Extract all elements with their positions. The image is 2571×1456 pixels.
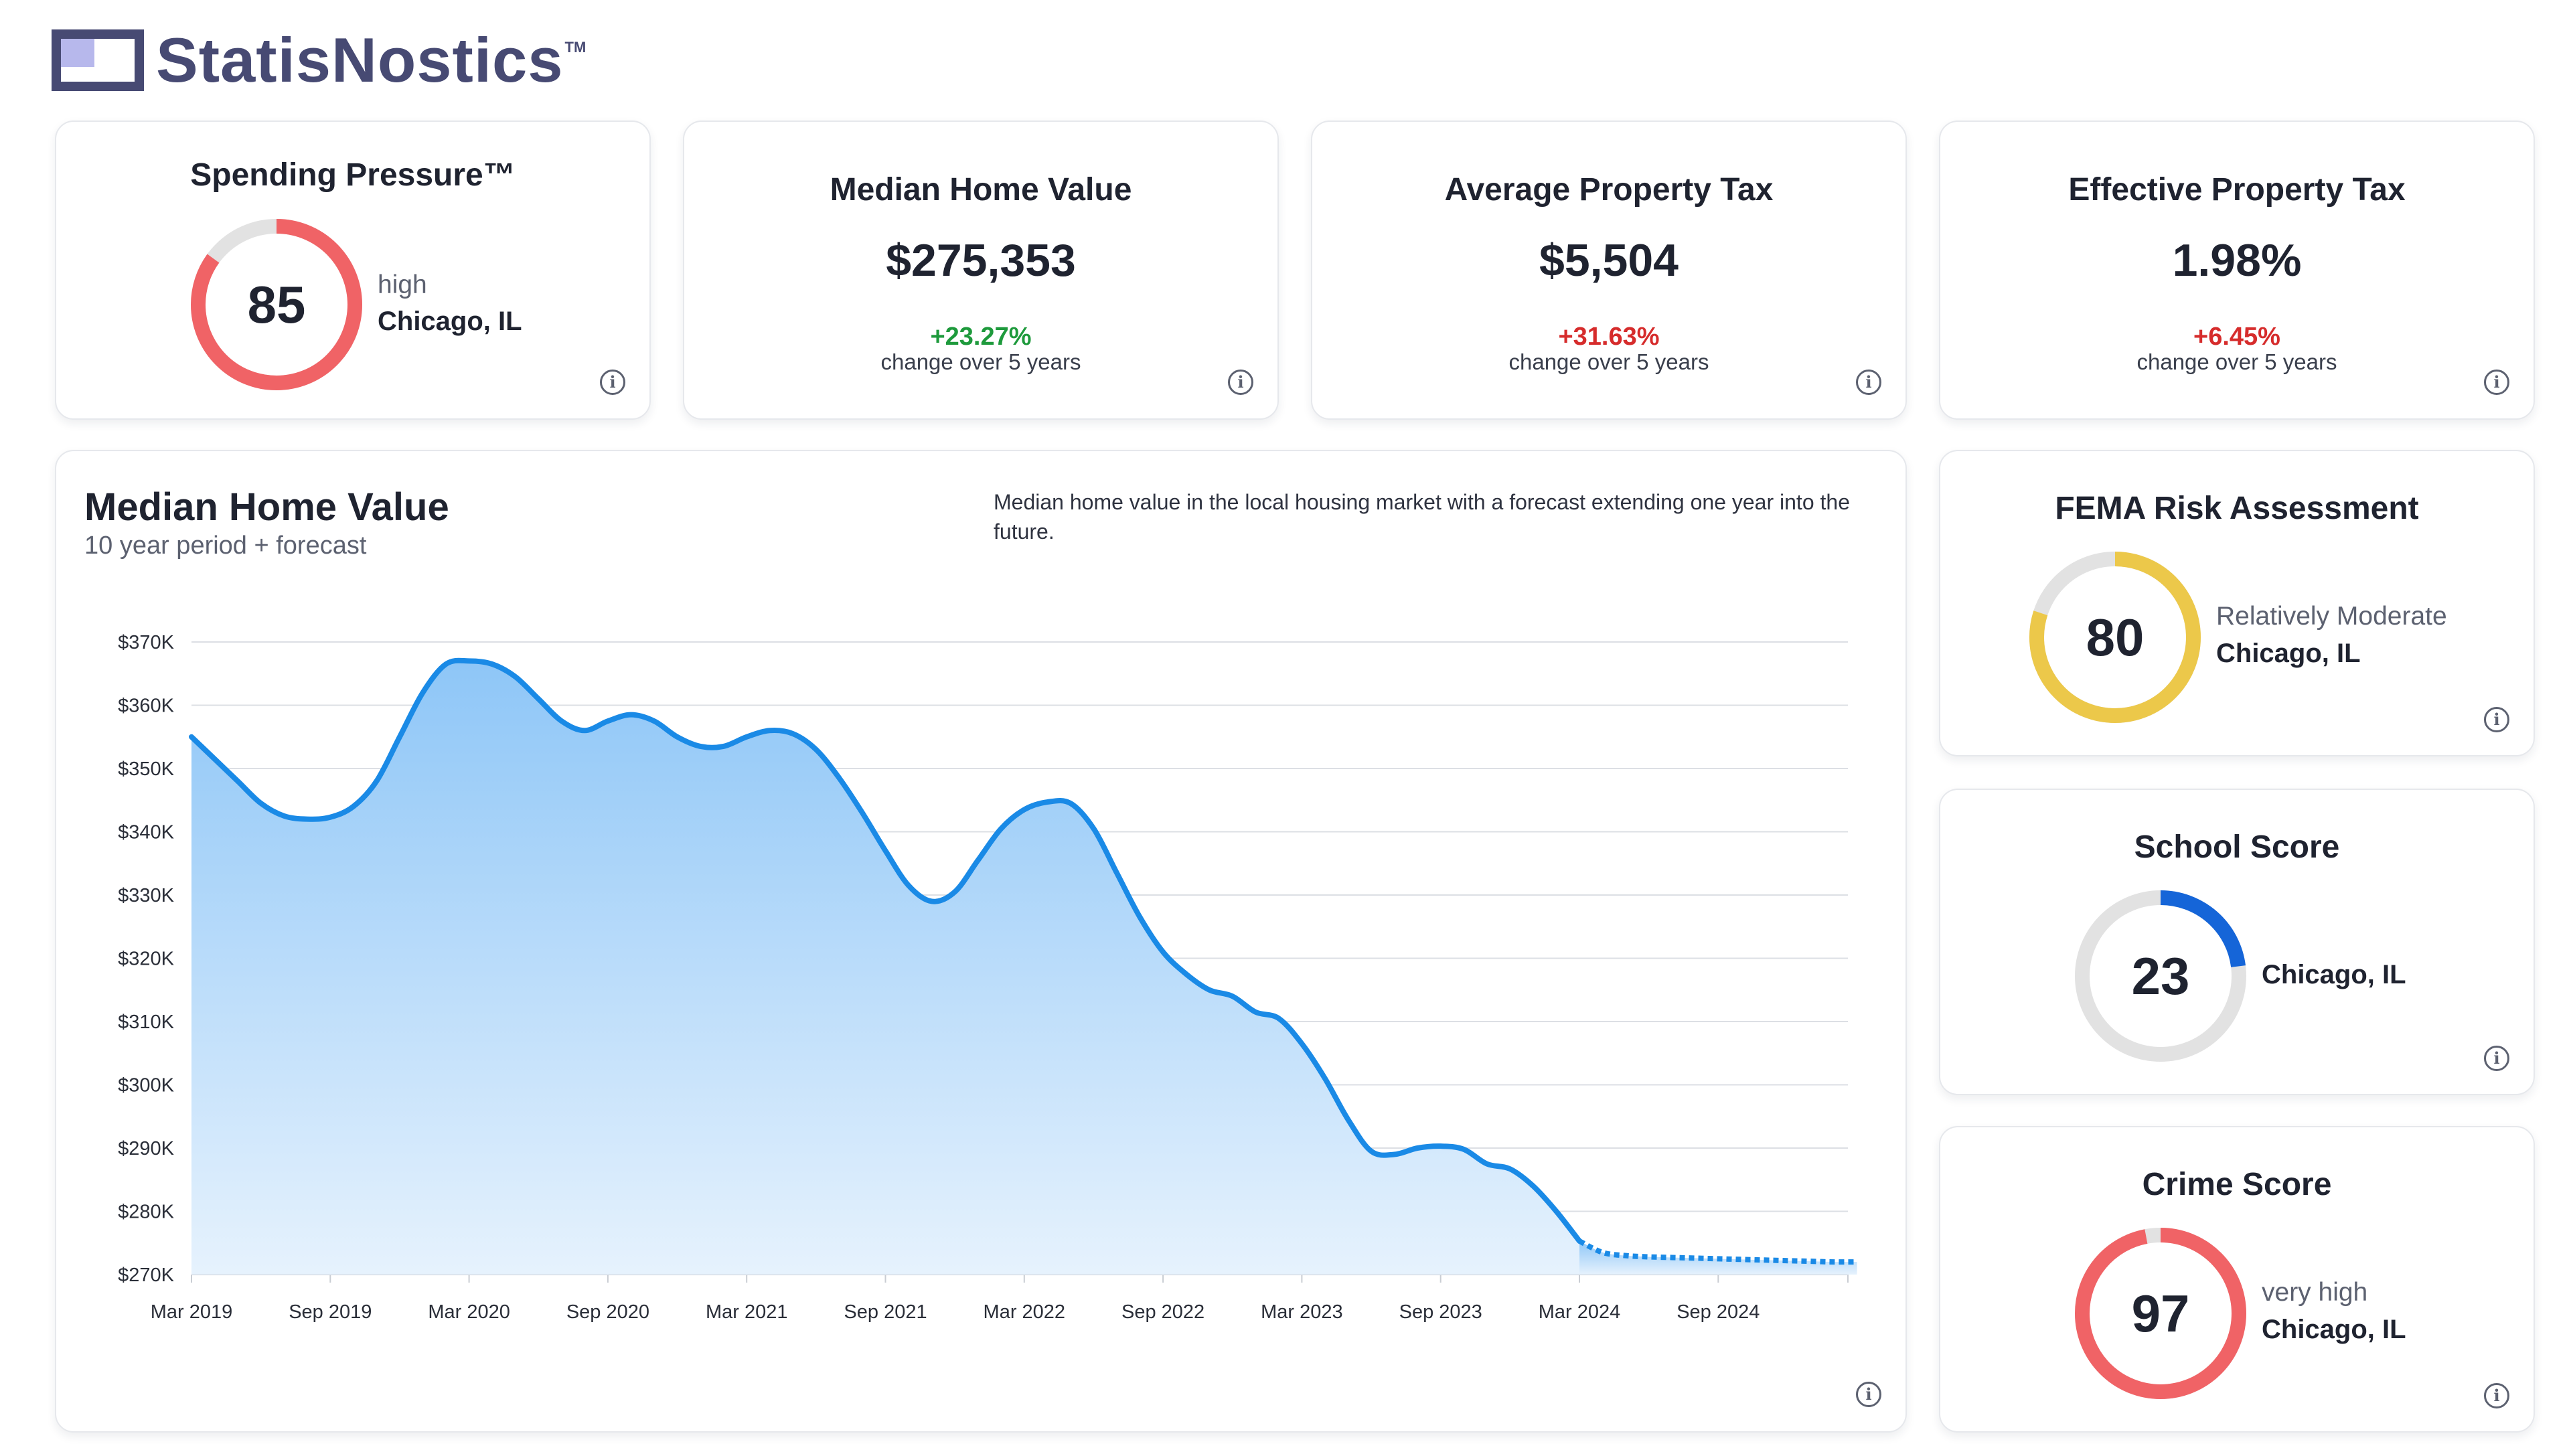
- gauge-location: Chicago, IL: [2216, 639, 2361, 668]
- kpi-change-label: change over 5 years: [2136, 349, 2337, 374]
- chart-title: Median Home Value: [84, 485, 449, 529]
- x-tick-label: Mar 2020: [428, 1301, 510, 1323]
- kpi-change-label: change over 5 years: [1508, 349, 1709, 374]
- card-title: School Score: [2134, 829, 2340, 865]
- gauge-level: high: [378, 270, 427, 299]
- info-icon[interactable]: i: [1228, 370, 1253, 395]
- history-line: [189, 657, 1582, 1244]
- x-tick-label: Sep 2023: [1399, 1301, 1482, 1323]
- card-title: Average Property Tax: [1444, 172, 1774, 208]
- card-title: Effective Property Tax: [2068, 172, 2406, 208]
- y-tick-label: $290K: [118, 1138, 175, 1159]
- school-score-card: School Score 23 Chicago, IL i: [1939, 789, 2535, 1095]
- x-tick-label: Mar 2024: [1539, 1301, 1621, 1323]
- card-title: Spending Pressure™: [190, 157, 516, 193]
- spending-pressure-card: Spending Pressure™ 85 high Chicago, IL i: [55, 120, 651, 420]
- median-home-value-chart-card: Median Home Value 10 year period + forec…: [55, 450, 1907, 1433]
- y-tick-label: $340K: [118, 822, 175, 843]
- gauge-score: 85: [247, 274, 306, 334]
- x-tick-label: Mar 2023: [1261, 1301, 1343, 1323]
- gauge-level: very high: [2262, 1278, 2368, 1307]
- info-icon[interactable]: i: [2484, 707, 2509, 732]
- brand-trademark: TM: [564, 39, 587, 56]
- x-tick-label: Sep 2024: [1677, 1301, 1760, 1323]
- chart-subtitle: 10 year period + forecast: [84, 532, 367, 560]
- average-property-tax-card: Average Property Tax $5,504 +31.63% chan…: [1311, 120, 1907, 420]
- gauge-level: Relatively Moderate: [2216, 602, 2447, 631]
- x-tick-label: Sep 2019: [289, 1301, 372, 1323]
- gauge-score: 23: [2131, 946, 2190, 1005]
- forecast-line: [1578, 1238, 1857, 1265]
- crime-gauge: 97: [2072, 1224, 2250, 1402]
- kpi-change: +23.27%: [930, 323, 1032, 351]
- chart-description: Median home value in the local housing m…: [994, 490, 1850, 544]
- info-icon[interactable]: i: [1856, 1382, 1881, 1407]
- info-icon[interactable]: i: [600, 370, 625, 395]
- logo-mark-icon: [52, 29, 144, 91]
- y-tick-label: $320K: [118, 949, 175, 970]
- gauge-score: 80: [2086, 607, 2145, 667]
- median-home-value-card: Median Home Value $275,353 +23.27% chang…: [683, 120, 1279, 420]
- x-tick-label: Sep 2022: [1121, 1301, 1204, 1323]
- kpi-change: +6.45%: [2193, 323, 2280, 351]
- school-gauge: 23: [2072, 887, 2250, 1065]
- spending-gauge: 85: [187, 216, 366, 394]
- kpi-value: 1.98%: [2172, 235, 2302, 286]
- x-tick-label: Sep 2021: [844, 1301, 927, 1323]
- info-icon[interactable]: i: [2484, 1383, 2509, 1408]
- y-tick-label: $360K: [118, 696, 175, 717]
- kpi-value: $275,353: [886, 235, 1076, 286]
- brand-name: StatisNostics: [156, 25, 564, 95]
- median-home-value-chart: $270K $280K $290K $300K $310K $320K $330K $340K…: [118, 632, 1857, 1323]
- fema-risk-card: FEMA Risk Assessment 80 Relatively Moder…: [1939, 450, 2535, 756]
- y-tick-label: $300K: [118, 1075, 175, 1097]
- effective-property-tax-card: Effective Property Tax 1.98% +6.45% chan…: [1939, 120, 2535, 420]
- gauge-score: 97: [2131, 1283, 2190, 1343]
- y-tick-label: $280K: [118, 1202, 175, 1223]
- kpi-value: $5,504: [1539, 235, 1679, 286]
- info-icon[interactable]: i: [2484, 1046, 2509, 1071]
- gauge-location: Chicago, IL: [2262, 960, 2406, 989]
- crime-score-card: Crime Score 97 very high Chicago, IL i: [1939, 1126, 2535, 1433]
- x-tick-label: Mar 2021: [706, 1301, 788, 1323]
- forecast-area: [1579, 1240, 1857, 1275]
- card-title: FEMA Risk Assessment: [2055, 491, 2419, 526]
- x-tick-label: Sep 2020: [566, 1301, 649, 1323]
- brand-logo[interactable]: StatisNostics TM: [52, 25, 587, 95]
- gauge-location: Chicago, IL: [378, 307, 522, 336]
- card-title: Crime Score: [2142, 1167, 2332, 1202]
- x-tick-label: Mar 2019: [151, 1301, 233, 1323]
- kpi-change-label: change over 5 years: [880, 349, 1081, 374]
- kpi-change: +31.63%: [1558, 323, 1660, 351]
- history-area: [191, 660, 1579, 1275]
- y-tick-label: $310K: [118, 1012, 175, 1033]
- gauge-location: Chicago, IL: [2262, 1315, 2406, 1344]
- info-icon[interactable]: i: [1856, 370, 1881, 395]
- y-tick-label: $370K: [118, 632, 175, 653]
- fema-gauge: 80: [2026, 548, 2204, 726]
- y-tick-label: $270K: [118, 1265, 175, 1286]
- y-tick-label: $350K: [118, 758, 175, 780]
- y-tick-label: $330K: [118, 885, 175, 906]
- card-title: Median Home Value: [830, 172, 1132, 208]
- x-tick-label: Mar 2022: [984, 1301, 1066, 1323]
- info-icon[interactable]: i: [2484, 370, 2509, 395]
